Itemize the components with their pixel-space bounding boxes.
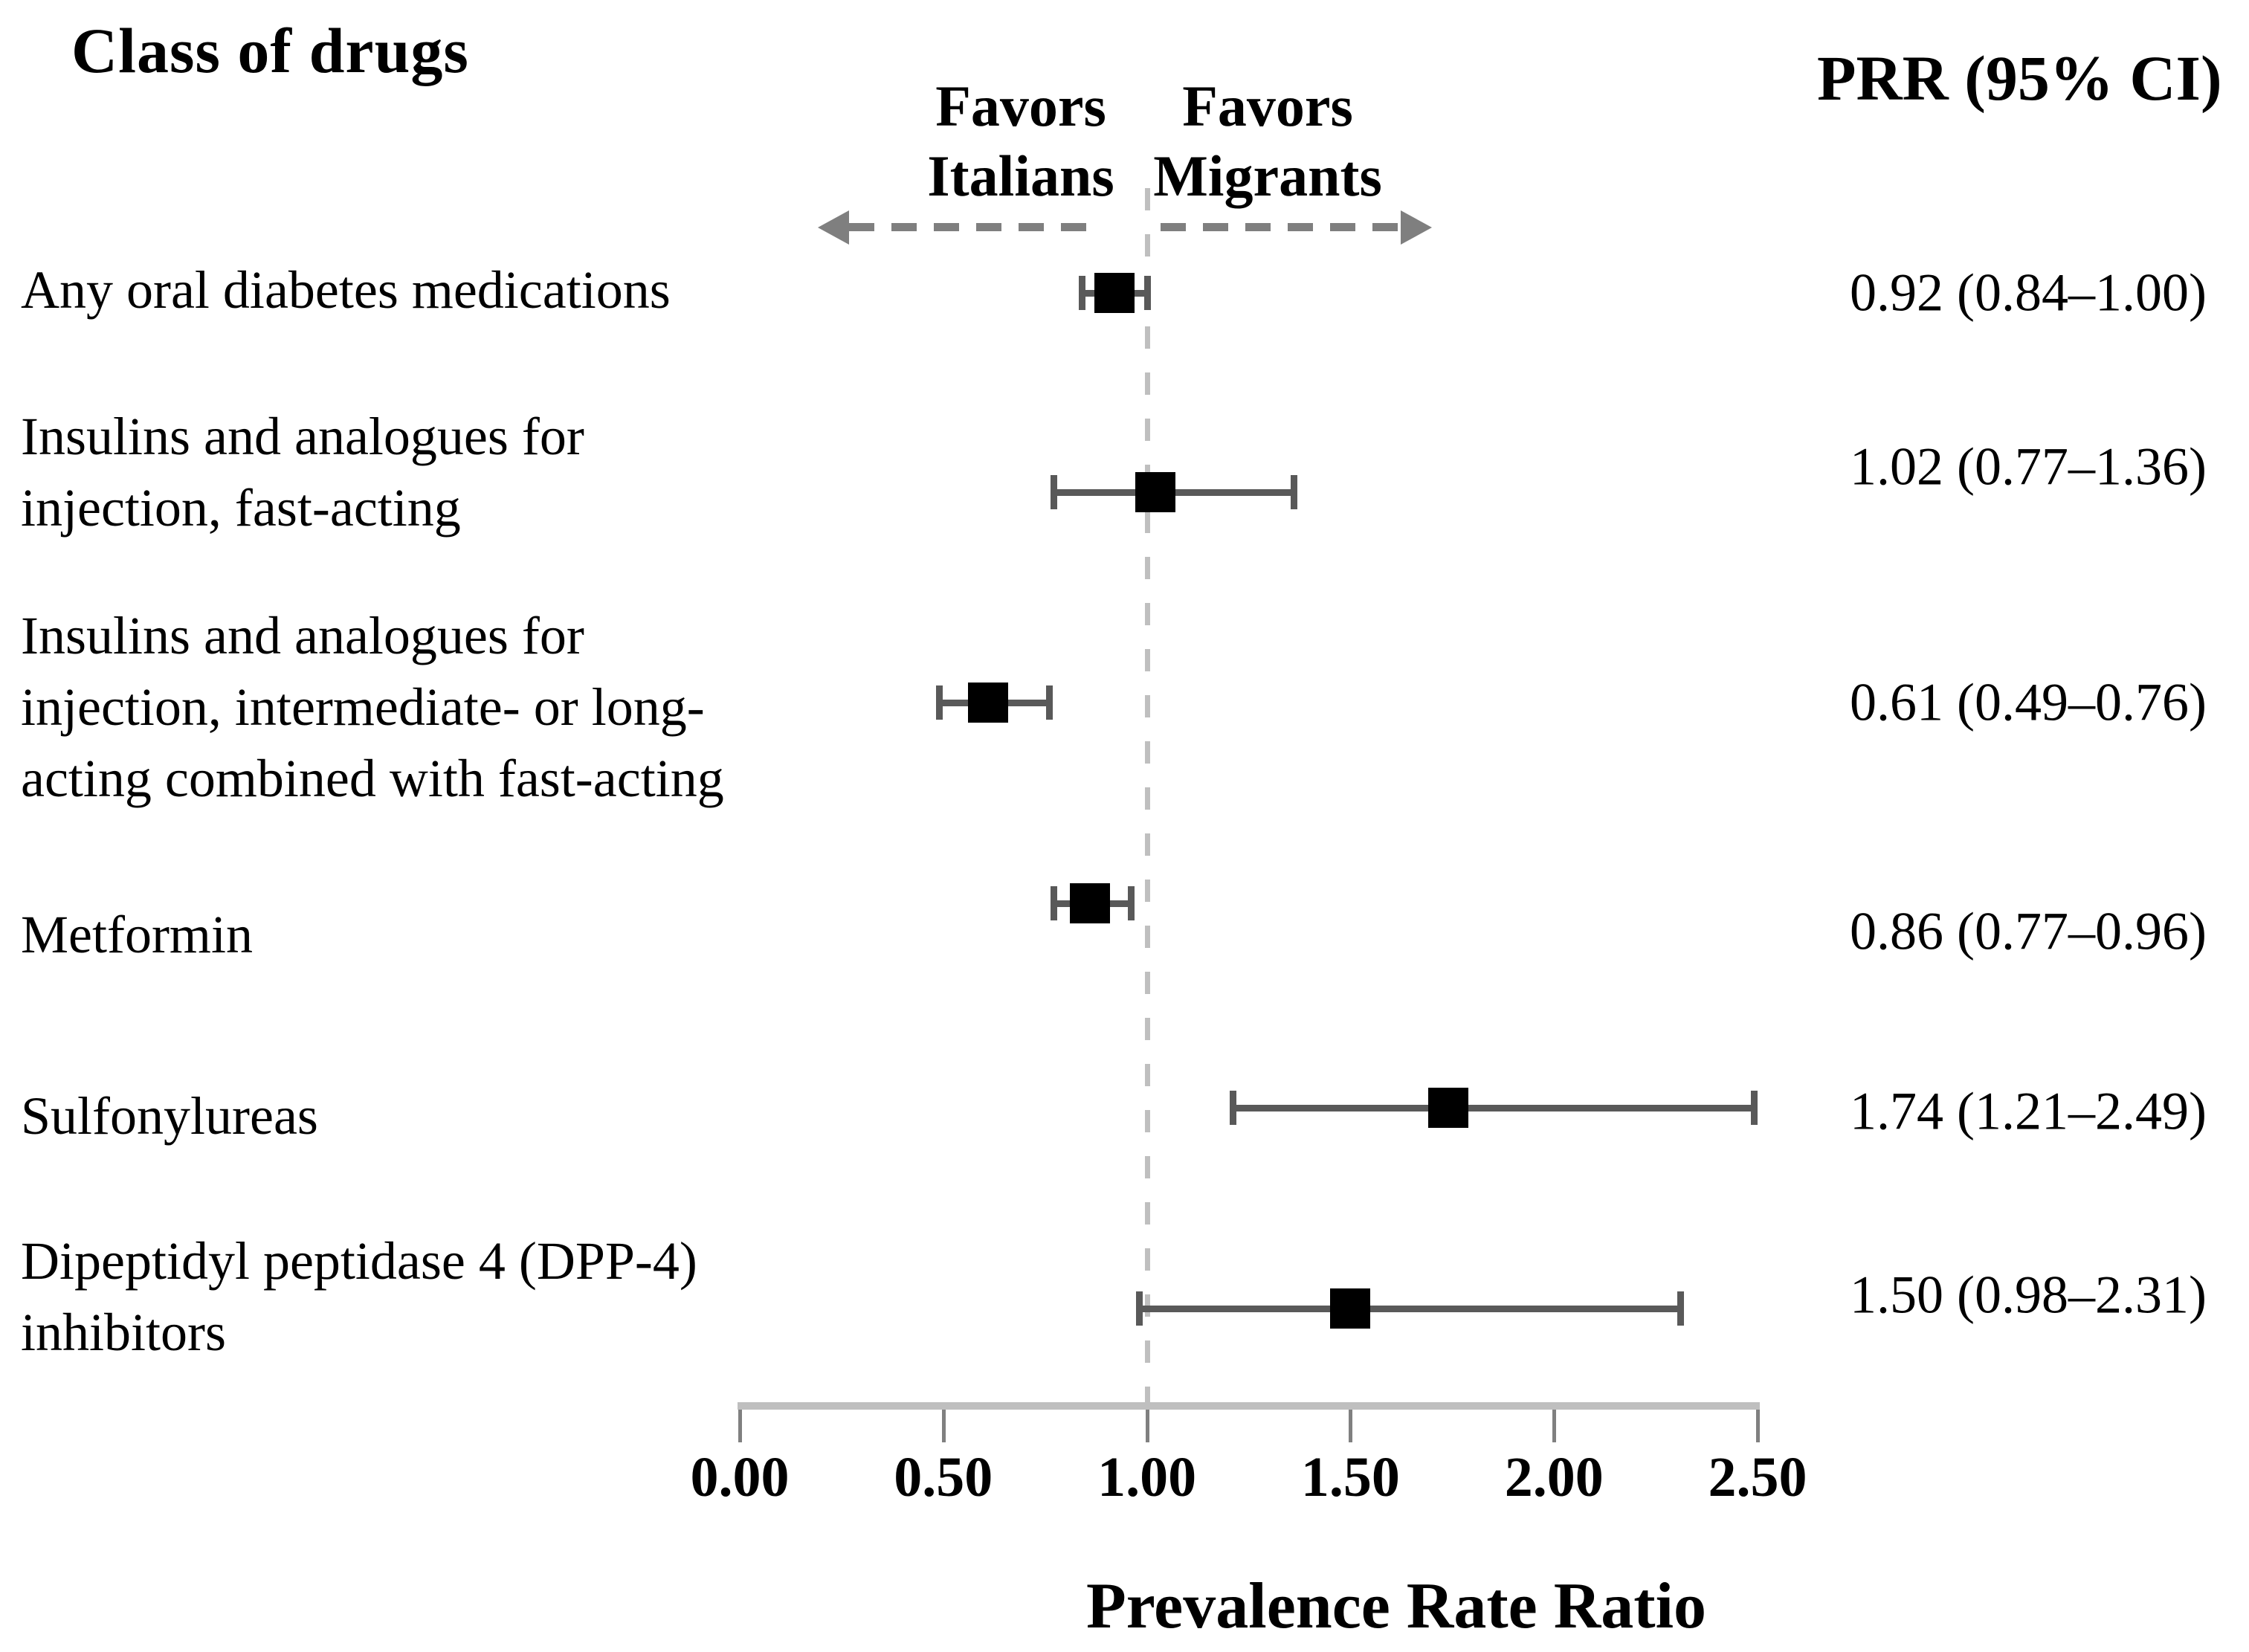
ci-cap-high xyxy=(1677,1291,1684,1326)
reference-line-1.00 xyxy=(1144,188,1150,1402)
x-axis-title: Prevalence Rate Ratio xyxy=(1085,1570,1707,1642)
prr-marker xyxy=(1427,1088,1468,1128)
favors-italians-label: Favors Italians xyxy=(927,74,1114,208)
ci-cap-high xyxy=(1143,276,1151,310)
x-axis-tick xyxy=(1349,1410,1353,1442)
ci-cap-low xyxy=(936,685,943,720)
x-axis-tick xyxy=(1552,1410,1557,1442)
left-arrow-dashed-line xyxy=(849,223,1096,231)
ci-cap-high xyxy=(1290,475,1297,509)
prr-value: 1.02 (0.77–1.36) xyxy=(1850,436,2207,497)
ci-cap-low xyxy=(1050,475,1057,509)
row-label: Any oral diabetes medications xyxy=(21,260,671,320)
x-axis-tick-label: 1.00 xyxy=(1097,1446,1197,1509)
x-axis-tick-label: 2.50 xyxy=(1708,1446,1807,1509)
x-axis-tick xyxy=(941,1410,946,1442)
ci-cap-low xyxy=(1229,1091,1236,1125)
ci-whisker xyxy=(1232,1105,1754,1111)
left-arrowhead-icon xyxy=(818,210,849,245)
ci-whisker xyxy=(1138,1306,1680,1312)
prr-value: 0.61 (0.49–0.76) xyxy=(1850,672,2207,732)
row-label: Metformin xyxy=(21,905,253,964)
ci-cap-low xyxy=(1078,276,1085,310)
ci-cap-high xyxy=(1127,886,1135,920)
ci-cap-low xyxy=(1050,886,1057,920)
row-label: Insulins and analogues for injection, fa… xyxy=(21,407,584,538)
prr-value: 1.50 (0.98–2.31) xyxy=(1850,1265,2207,1325)
prr-marker xyxy=(968,683,1009,723)
row-label: Dipeptidyl peptidase 4 (DPP-4) inhibitor… xyxy=(21,1231,697,1362)
x-axis-tick-label: 0.50 xyxy=(894,1446,993,1509)
x-axis-tick-label: 2.00 xyxy=(1504,1446,1604,1509)
prr-value: 0.92 (0.84–1.00) xyxy=(1850,262,2207,323)
prr-column-header: PRR (95% CI) xyxy=(1817,42,2222,114)
figure-title: Class of drugs xyxy=(71,15,469,86)
right-arrowhead-icon xyxy=(1401,210,1432,245)
prr-value: 1.74 (1.21–2.49) xyxy=(1850,1081,2207,1141)
prr-marker xyxy=(1330,1288,1371,1329)
prr-marker xyxy=(1069,883,1110,923)
row-label: Insulins and analogues for injection, in… xyxy=(21,606,724,808)
x-axis-tick-label: 0.00 xyxy=(690,1446,790,1509)
row-label: Sulfonylureas xyxy=(21,1086,318,1146)
x-axis-tick xyxy=(1145,1410,1149,1442)
ci-cap-high xyxy=(1750,1091,1758,1125)
x-axis-line xyxy=(738,1402,1760,1410)
x-axis-tick xyxy=(738,1410,742,1442)
prr-marker xyxy=(1094,273,1135,313)
x-axis-tick xyxy=(1756,1410,1760,1442)
prr-value: 0.86 (0.77–0.96) xyxy=(1850,901,2207,961)
x-axis-tick-label: 1.50 xyxy=(1300,1446,1400,1509)
ci-cap-high xyxy=(1046,685,1053,720)
ci-cap-low xyxy=(1135,1291,1143,1326)
favors-migrants-label: Favors Migrants xyxy=(1153,74,1382,208)
prr-marker xyxy=(1135,472,1175,512)
right-arrow-dashed-line xyxy=(1161,223,1401,231)
